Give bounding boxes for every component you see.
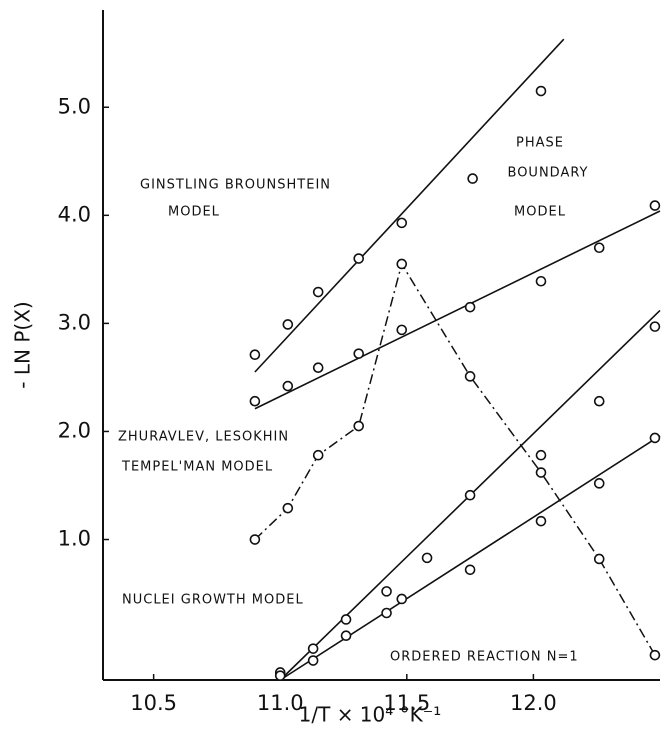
annotation: MODEL <box>168 205 220 220</box>
annotation: TEMPEL'MAN MODEL <box>121 460 273 475</box>
data-point <box>464 371 476 382</box>
x-tick-label: 10.5 <box>130 691 177 715</box>
y-tick-label: 3.0 <box>58 310 91 334</box>
annotation: ZHURAVLEV, LESOKHIN <box>118 430 289 445</box>
data-point <box>340 630 352 641</box>
data-point <box>535 85 547 97</box>
data-point <box>593 395 605 407</box>
data-point <box>312 449 324 461</box>
data-point <box>467 173 478 184</box>
y-tick-label: 5.0 <box>58 94 91 118</box>
curve <box>254 262 656 656</box>
data-point <box>282 319 294 330</box>
data-point <box>535 449 547 461</box>
data-point <box>649 200 661 211</box>
data-point <box>464 301 476 313</box>
data-point <box>353 420 365 432</box>
data-point <box>249 395 261 407</box>
data-point <box>340 614 352 625</box>
data-point <box>396 217 408 229</box>
data-point <box>649 432 661 444</box>
data-point <box>535 275 547 287</box>
annotation: NUCLEI GROWTH MODEL <box>122 593 304 608</box>
data-point <box>381 586 392 597</box>
data-point <box>421 552 433 564</box>
data-point <box>249 349 261 361</box>
data-point <box>593 242 605 254</box>
y-axis-label: - LN P(X) <box>11 301 35 388</box>
data-point <box>535 515 547 527</box>
data-point <box>649 649 661 661</box>
data-point <box>649 321 661 332</box>
data-point <box>535 467 547 478</box>
data-point <box>593 478 605 489</box>
data-point <box>307 655 319 666</box>
data-point <box>307 643 319 654</box>
data-point <box>282 502 294 514</box>
x-tick-label: 11.0 <box>257 691 304 715</box>
annotation: ORDERED REACTION N=1 <box>390 650 579 665</box>
x-tick-label: 11.5 <box>383 691 430 715</box>
data-point <box>353 348 365 359</box>
data-point <box>593 553 605 565</box>
y-tick-label: 1.0 <box>58 527 91 551</box>
data-point <box>312 362 324 373</box>
data-point <box>282 380 294 392</box>
data-point <box>396 324 408 336</box>
data-point <box>381 607 392 619</box>
annotation: MODEL <box>514 205 566 220</box>
data-point <box>353 253 365 264</box>
annotation: PHASE <box>516 136 564 151</box>
data-point <box>464 489 476 501</box>
fit-line <box>254 210 661 410</box>
data-point <box>396 593 408 605</box>
y-tick-label: 2.0 <box>58 418 91 442</box>
data-point <box>312 286 324 298</box>
y-tick-label: 4.0 <box>58 202 91 226</box>
data-point <box>274 670 286 681</box>
data-point <box>396 258 408 270</box>
fit-line <box>254 38 565 373</box>
x-tick-label: 12.0 <box>510 691 557 715</box>
annotation: BOUNDARY <box>508 166 589 181</box>
x-axis-label: 1/T × 10⁴ °K⁻¹ <box>299 703 442 727</box>
data-point <box>249 534 261 545</box>
annotation: GINSTLING BROUNSHTEIN <box>140 178 331 193</box>
data-point <box>464 564 476 576</box>
